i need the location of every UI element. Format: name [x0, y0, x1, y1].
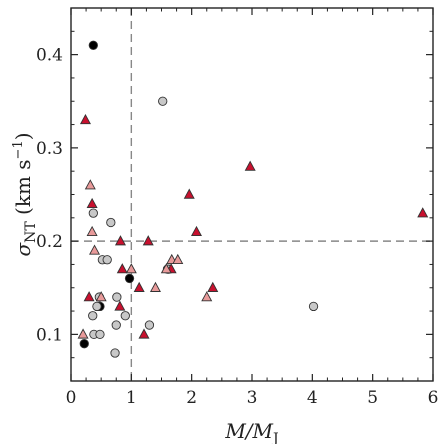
data-point-circle: [158, 96, 168, 106]
x-tick-label: 4: [307, 388, 318, 408]
y-tick-label: 0.2: [36, 232, 63, 252]
data-point-triangle: [84, 179, 96, 190]
x-tick-label: 3: [247, 388, 258, 408]
data-point-triangle: [86, 197, 98, 209]
data-point-triangle: [160, 263, 172, 274]
x-tick-label: 2: [186, 388, 197, 408]
data-point-triangle: [244, 160, 256, 171]
data-point-triangle: [95, 291, 107, 302]
tick-labels: 0 1 2 3 4 5 6 0.1 0.2 0.3 0.4: [36, 46, 438, 408]
y-tick-label: 0.1: [36, 325, 63, 345]
reference-lines: [71, 8, 433, 381]
plot-frame: [70, 7, 434, 382]
data-point-triangle: [149, 281, 161, 292]
data-point-circle: [102, 255, 112, 265]
x-tick-label: 6: [428, 388, 439, 408]
data-point-circle: [110, 348, 120, 358]
data-point-triangle: [133, 281, 145, 292]
data-point-triangle: [89, 244, 101, 255]
data-point-circle: [88, 311, 98, 321]
data-point-triangle: [79, 113, 91, 125]
x-tick-label: 1: [126, 388, 137, 408]
data-point-triangle: [172, 253, 184, 264]
data-point-triangle: [142, 235, 154, 246]
axis-ticks: [70, 7, 434, 382]
data-point-triangle: [83, 291, 95, 302]
data-point-triangle: [207, 281, 219, 292]
data-point-triangle: [86, 225, 98, 237]
data-point-circle: [95, 329, 105, 340]
data-point-circle: [120, 311, 130, 321]
x-tick-label: 5: [367, 388, 378, 408]
x-axis-label: M/MJ: [224, 419, 278, 444]
data-point-circle: [124, 273, 135, 284]
data-points: [77, 40, 429, 358]
data-point-triangle: [190, 225, 202, 237]
data-point-triangle: [77, 328, 89, 339]
data-point-circle: [92, 301, 102, 312]
data-point-triangle: [138, 328, 150, 339]
data-point-circle: [106, 217, 116, 228]
y-tick-label: 0.3: [36, 139, 63, 159]
y-axis-label: σNT (km s−1): [11, 132, 39, 256]
data-point-circle: [111, 320, 121, 330]
data-point-triangle: [114, 235, 126, 246]
data-point-circle: [88, 40, 98, 50]
data-point-circle: [88, 208, 98, 218]
data-point-triangle: [114, 300, 126, 311]
data-point-circle: [144, 320, 155, 330]
data-point-triangle: [116, 263, 128, 274]
data-point-circle: [112, 292, 122, 302]
data-point-triangle: [183, 188, 195, 199]
x-tick-label: 0: [66, 388, 77, 408]
data-point-triangle: [125, 263, 137, 274]
data-point-circle: [308, 301, 319, 312]
data-point-circle: [79, 339, 89, 349]
data-point-triangle: [201, 291, 213, 302]
data-point-triangle: [417, 207, 429, 218]
y-tick-label: 0.4: [36, 46, 63, 66]
